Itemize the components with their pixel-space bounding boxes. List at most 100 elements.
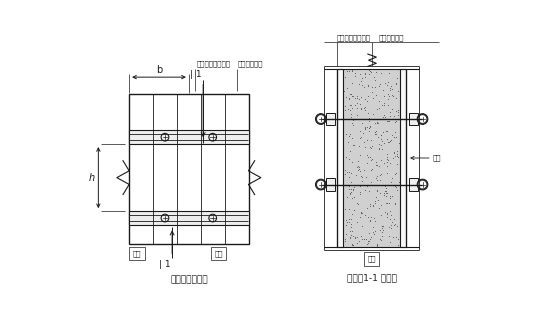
Point: [371, 163, 380, 168]
Point: [344, 219, 353, 224]
Point: [384, 200, 393, 205]
Point: [372, 189, 381, 194]
Point: [365, 201, 374, 206]
Point: [383, 214, 392, 219]
Point: [368, 111, 377, 116]
Point: [382, 128, 391, 134]
Point: [365, 188, 374, 193]
Point: [381, 182, 390, 187]
Point: [373, 120, 382, 125]
Point: [352, 235, 361, 240]
Point: [391, 222, 400, 227]
Point: [371, 159, 380, 164]
Point: [347, 135, 356, 140]
Bar: [343, 70, 400, 247]
Point: [366, 137, 375, 142]
Point: [343, 68, 352, 73]
Point: [383, 118, 392, 123]
Point: [372, 194, 381, 199]
Point: [350, 208, 359, 213]
Point: [347, 182, 356, 187]
Point: [371, 129, 380, 134]
Point: [373, 162, 382, 167]
Point: [359, 131, 368, 136]
Point: [341, 217, 350, 222]
Point: [367, 144, 376, 149]
Point: [354, 96, 363, 101]
Point: [356, 71, 365, 77]
Point: [342, 222, 351, 227]
Point: [372, 178, 381, 183]
Point: [355, 190, 364, 195]
Point: [365, 145, 374, 150]
Point: [346, 91, 354, 96]
Point: [376, 82, 385, 87]
Point: [376, 136, 385, 141]
Point: [391, 119, 400, 125]
Point: [393, 148, 402, 154]
Point: [346, 191, 354, 196]
Point: [346, 103, 355, 108]
Point: [346, 171, 355, 176]
Point: [344, 170, 353, 175]
Point: [390, 153, 399, 158]
Point: [382, 210, 391, 215]
Point: [388, 220, 397, 225]
Point: [389, 217, 398, 222]
Point: [370, 129, 379, 134]
Point: [366, 236, 375, 241]
Point: [389, 134, 398, 139]
Point: [385, 113, 394, 118]
Point: [357, 210, 366, 215]
Point: [375, 205, 384, 210]
Point: [364, 110, 373, 116]
Bar: [129, 130, 249, 144]
Point: [356, 107, 365, 112]
Point: [357, 179, 366, 184]
Point: [377, 238, 386, 243]
Point: [357, 94, 366, 99]
Circle shape: [317, 115, 325, 123]
Point: [345, 96, 354, 101]
Point: [375, 106, 384, 111]
Point: [383, 211, 392, 216]
Point: [365, 71, 374, 76]
Circle shape: [419, 181, 426, 188]
Point: [385, 86, 394, 91]
Point: [353, 240, 362, 245]
Point: [392, 185, 401, 190]
Text: b: b: [156, 65, 162, 75]
Point: [391, 235, 400, 240]
Point: [343, 194, 352, 200]
Point: [340, 167, 349, 172]
Point: [361, 108, 370, 113]
Point: [361, 70, 370, 75]
Point: [372, 128, 381, 134]
Point: [377, 103, 386, 108]
Point: [380, 160, 389, 165]
Point: [393, 153, 402, 158]
Point: [379, 113, 388, 118]
Point: [348, 233, 357, 238]
Point: [366, 155, 375, 160]
Point: [353, 165, 362, 170]
Point: [360, 85, 369, 90]
Point: [354, 143, 363, 148]
Point: [394, 89, 403, 94]
Point: [351, 102, 360, 108]
Point: [379, 100, 388, 106]
Point: [370, 132, 379, 137]
Point: [349, 185, 358, 190]
Text: 主楞（圆形钢管）: 主楞（圆形钢管）: [197, 61, 230, 67]
Point: [387, 194, 396, 199]
Point: [346, 115, 355, 120]
Text: | 1: | 1: [190, 70, 202, 79]
Point: [348, 120, 357, 125]
Point: [346, 189, 355, 194]
Circle shape: [315, 179, 326, 190]
Bar: [129, 211, 249, 225]
Point: [368, 225, 377, 230]
Point: [363, 241, 372, 246]
Point: [346, 235, 355, 240]
Point: [353, 164, 362, 169]
